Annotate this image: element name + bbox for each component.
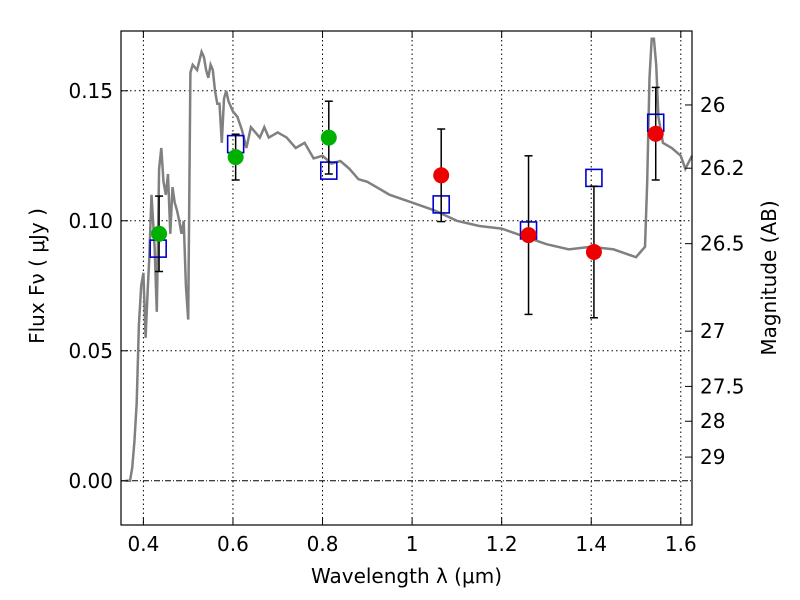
flux-point bbox=[151, 225, 168, 242]
flux-point bbox=[320, 129, 337, 146]
model-flux-box bbox=[585, 168, 603, 188]
x-tick-label: 0.4 bbox=[127, 532, 159, 556]
y2-tick-label: 28 bbox=[700, 409, 725, 433]
y-tick-label: 0.10 bbox=[68, 209, 113, 233]
flux-point bbox=[433, 167, 450, 184]
x-tick-label: 1.2 bbox=[486, 532, 518, 556]
y2-tick-label: 27.5 bbox=[700, 374, 745, 398]
plot-frame bbox=[120, 30, 693, 526]
y2-tick-label: 29 bbox=[700, 445, 725, 469]
x-tick-label: 0.6 bbox=[217, 532, 249, 556]
flux-point bbox=[227, 149, 244, 166]
y2-axis-label: Magnitude (AB) bbox=[757, 200, 781, 355]
y2-tick-label: 26.5 bbox=[700, 232, 745, 256]
flux-point bbox=[520, 227, 537, 244]
flux-point bbox=[585, 244, 602, 260]
y2-tick-label: 26.2 bbox=[700, 156, 745, 180]
x-tick-label: 0.8 bbox=[307, 532, 339, 556]
observed-flux-points bbox=[151, 86, 664, 319]
axis-ticks: 0.4 0.6 0.8 1 1.2 1.4 1.6 0.00 0.05 0.10 0.15 26 26.… bbox=[68, 31, 745, 556]
y-axis-label: Flux Fν ( μJy ) bbox=[25, 208, 49, 344]
y2-tick-label: 27 bbox=[700, 319, 725, 343]
y-tick-label: 0.05 bbox=[68, 339, 113, 363]
x-tick-label: 1.4 bbox=[575, 532, 607, 556]
flux-point bbox=[647, 125, 664, 142]
x-tick-label: 1.6 bbox=[665, 532, 697, 556]
y-tick-label: 0.15 bbox=[68, 79, 113, 103]
template-spectrum-line bbox=[125, 37, 694, 483]
model-flux-boxes bbox=[149, 113, 665, 258]
grid-lines bbox=[121, 31, 692, 525]
y2-tick-label: 26 bbox=[700, 93, 725, 117]
x-tick-label: 1 bbox=[406, 532, 419, 556]
x-axis-label: Wavelength λ (μm) bbox=[311, 564, 502, 588]
y-tick-label: 0.00 bbox=[68, 469, 113, 493]
